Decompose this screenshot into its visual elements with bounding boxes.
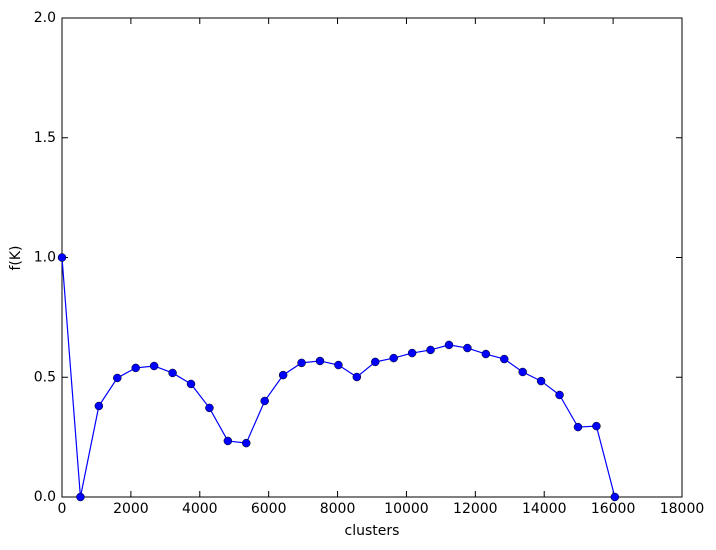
point [426,345,435,355]
point [573,422,583,432]
x-tick-label: 16000 [591,501,636,517]
point [297,358,306,368]
point [500,354,509,364]
point [131,363,140,373]
point [481,349,491,359]
point [407,348,417,358]
y-axis-label: f(K) [8,245,24,270]
point [94,401,104,411]
point [389,353,398,363]
point [352,372,362,382]
point [205,403,214,413]
point [371,357,380,367]
x-axis-label: clusters [345,523,400,539]
point [168,368,177,378]
x-tick-label: 12000 [453,501,498,517]
y-tick-label: 1.0 [34,250,56,266]
point [278,370,288,380]
y-tick-label: 0.0 [34,489,56,505]
point [57,253,67,262]
point [260,396,269,406]
x-tick-label: 18000 [660,501,705,517]
point [242,438,251,448]
line [61,257,616,498]
point [113,373,122,383]
point [444,340,454,350]
x-tick-label: 2000 [113,501,149,517]
plot-frame [61,17,683,498]
x-tick-label: 10000 [384,501,429,517]
point [149,361,159,371]
x-tick-label: 14000 [522,501,567,517]
point [315,356,325,366]
point [186,379,196,389]
x-tick-label: 0 [58,501,67,517]
x-tick-label: 8000 [320,501,356,517]
point [463,343,472,353]
y-tick-label: 0.5 [34,369,56,385]
point [334,360,343,370]
x-tick-label: 6000 [251,501,287,517]
point [223,436,233,446]
point [76,492,85,502]
point [610,492,620,502]
point [518,367,527,377]
x-tick-label: 4000 [182,501,218,517]
point [555,390,564,400]
y-tick-label: 2.0 [34,10,56,26]
point [536,376,546,386]
point [592,421,601,431]
y-tick-label: 1.5 [34,130,56,146]
